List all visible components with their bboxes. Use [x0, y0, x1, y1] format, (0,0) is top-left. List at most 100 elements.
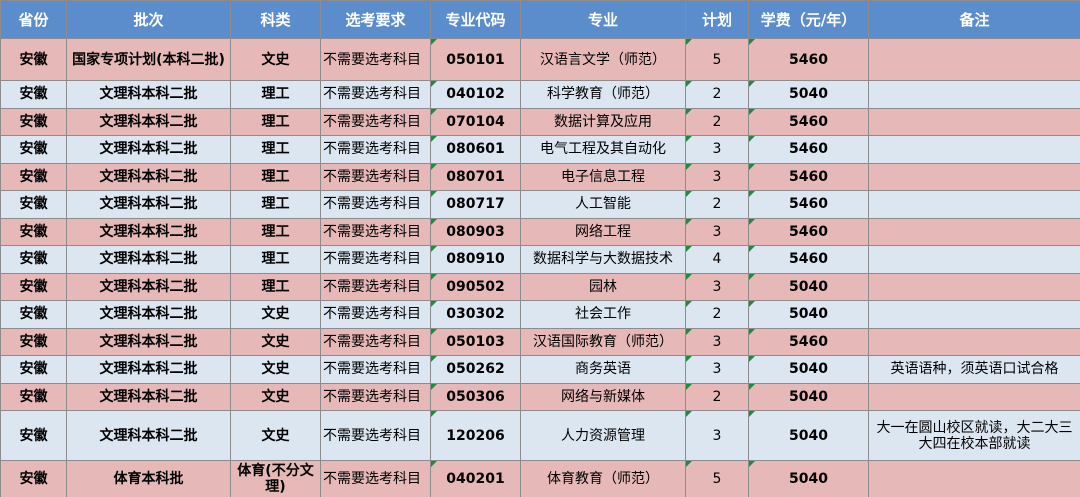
cell-subject: 体育(不分文理): [230, 460, 321, 497]
cell-province: 安徽: [0, 300, 67, 329]
cell-subject: 理工: [230, 190, 321, 219]
cell-fee: 5040: [748, 272, 869, 301]
table-row: 安徽 文理科本科二批 文史 不需要选考科目 050306 网络与新媒体 2 5040: [0, 382, 1080, 411]
cell-requirement: 不需要选考科目: [320, 217, 431, 246]
table-row: 安徽 文理科本科二批 理工 不需要选考科目 080910 数据科学与大数据技术 4 5460: [0, 245, 1080, 274]
cell-batch: 文理科本科二批: [66, 135, 231, 164]
cell-fee: 5460: [748, 190, 869, 219]
cell-requirement: 不需要选考科目: [320, 190, 431, 219]
cell-batch: 国家专项计划(本科二批): [66, 38, 231, 81]
cell-code: 070104: [430, 107, 521, 136]
cell-province: 安徽: [0, 245, 67, 274]
cell-province: 安徽: [0, 107, 67, 136]
cell-major: 汉语言文学（师范）: [520, 38, 686, 81]
cell-requirement: 不需要选考科目: [320, 107, 431, 136]
cell-plan: 4: [685, 245, 749, 274]
cell-major: 汉语国际教育（师范）: [520, 327, 686, 356]
cell-code: 050306: [430, 382, 521, 411]
cell-batch: 文理科本科二批: [66, 410, 231, 461]
cell-province: 安徽: [0, 410, 67, 461]
header-cell: 学费（元/年）: [748, 0, 869, 39]
cell-major: 科学教育（师范）: [520, 80, 686, 109]
cell-note: [868, 382, 1080, 411]
cell-plan: 2: [685, 382, 749, 411]
cell-note: [868, 38, 1080, 81]
cell-batch: 文理科本科二批: [66, 217, 231, 246]
cell-subject: 理工: [230, 80, 321, 109]
cell-note: [868, 300, 1080, 329]
cell-fee: 5040: [748, 460, 869, 497]
cell-plan: 5: [685, 38, 749, 81]
cell-province: 安徽: [0, 38, 67, 81]
cell-requirement: 不需要选考科目: [320, 355, 431, 384]
cell-code: 090502: [430, 272, 521, 301]
header-cell: 专业代码: [430, 0, 521, 39]
cell-province: 安徽: [0, 355, 67, 384]
cell-code: 080601: [430, 135, 521, 164]
cell-fee: 5040: [748, 300, 869, 329]
table-row: 安徽 文理科本科二批 理工 不需要选考科目 080903 网络工程 3 5460: [0, 217, 1080, 246]
cell-code: 080701: [430, 162, 521, 191]
cell-province: 安徽: [0, 135, 67, 164]
cell-batch: 文理科本科二批: [66, 245, 231, 274]
cell-fee: 5040: [748, 382, 869, 411]
cell-batch: 文理科本科二批: [66, 190, 231, 219]
cell-major: 数据科学与大数据技术: [520, 245, 686, 274]
cell-province: 安徽: [0, 162, 67, 191]
cell-plan: 3: [685, 355, 749, 384]
cell-code: 120206: [430, 410, 521, 461]
cell-code: 080717: [430, 190, 521, 219]
cell-code: 050101: [430, 38, 521, 81]
header-cell: 省份: [0, 0, 67, 39]
cell-note: [868, 272, 1080, 301]
cell-subject: 理工: [230, 107, 321, 136]
cell-plan: 2: [685, 190, 749, 219]
cell-plan: 3: [685, 162, 749, 191]
cell-note: 大一在圆山校区就读，大二大三大四在校本部就读: [868, 410, 1080, 461]
cell-code: 080910: [430, 245, 521, 274]
table-row: 安徽 文理科本科二批 文史 不需要选考科目 120206 人力资源管理 3 5040 大一在圆山…: [0, 410, 1080, 461]
cell-batch: 文理科本科二批: [66, 272, 231, 301]
table-row: 安徽 文理科本科二批 文史 不需要选考科目 050262 商务英语 3 5040 英语语种，须英…: [0, 355, 1080, 384]
table-row: 安徽 国家专项计划(本科二批) 文史 不需要选考科目 050101 汉语言文学（师范） 5 5…: [0, 38, 1080, 81]
cell-subject: 理工: [230, 217, 321, 246]
cell-subject: 文史: [230, 382, 321, 411]
cell-batch: 文理科本科二批: [66, 382, 231, 411]
cell-batch: 文理科本科二批: [66, 107, 231, 136]
cell-note: [868, 135, 1080, 164]
cell-note: [868, 460, 1080, 497]
cell-plan: 3: [685, 410, 749, 461]
cell-note: [868, 190, 1080, 219]
cell-subject: 理工: [230, 245, 321, 274]
cell-requirement: 不需要选考科目: [320, 327, 431, 356]
cell-plan: 3: [685, 327, 749, 356]
cell-major: 网络与新媒体: [520, 382, 686, 411]
cell-fee: 5460: [748, 107, 869, 136]
header-cell: 备注: [868, 0, 1080, 39]
cell-major: 人工智能: [520, 190, 686, 219]
table-row: 安徽 文理科本科二批 理工 不需要选考科目 040102 科学教育（师范） 2 5040: [0, 80, 1080, 109]
cell-major: 数据计算及应用: [520, 107, 686, 136]
cell-fee: 5460: [748, 38, 869, 81]
cell-batch: 文理科本科二批: [66, 80, 231, 109]
cell-plan: 3: [685, 272, 749, 301]
cell-requirement: 不需要选考科目: [320, 38, 431, 81]
cell-subject: 理工: [230, 162, 321, 191]
table-row: 安徽 文理科本科二批 理工 不需要选考科目 080601 电气工程及其自动化 3 5460: [0, 135, 1080, 164]
table-row: 安徽 文理科本科二批 理工 不需要选考科目 080701 电子信息工程 3 5460: [0, 162, 1080, 191]
cell-province: 安徽: [0, 382, 67, 411]
header-row: 省份 批次 科类 选考要求 专业代码 专业 计划 学费（元/年） 备注: [0, 0, 1080, 39]
cell-subject: 理工: [230, 272, 321, 301]
cell-note: [868, 217, 1080, 246]
header-cell: 选考要求: [320, 0, 431, 39]
cell-province: 安徽: [0, 190, 67, 219]
cell-note: [868, 107, 1080, 136]
cell-note: [868, 80, 1080, 109]
cell-batch: 体育本科批: [66, 460, 231, 497]
cell-province: 安徽: [0, 80, 67, 109]
cell-note: [868, 327, 1080, 356]
cell-requirement: 不需要选考科目: [320, 382, 431, 411]
cell-fee: 5040: [748, 410, 869, 461]
cell-fee: 5460: [748, 327, 869, 356]
